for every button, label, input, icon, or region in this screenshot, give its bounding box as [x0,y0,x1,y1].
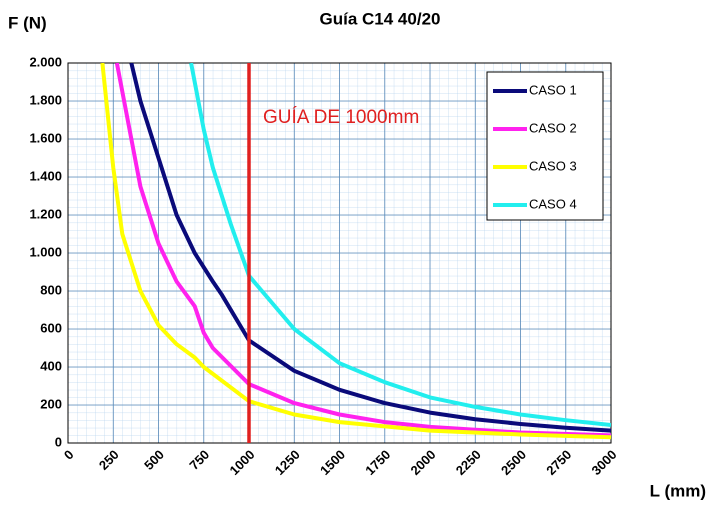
y-tick-label: 2.000 [29,54,62,69]
line-series [189,63,611,427]
y-tick-label: 0 [55,434,62,449]
legend-label: CASO 2 [529,120,577,135]
y-tick-label: 1.000 [29,244,62,259]
legend-label: CASO 1 [529,82,577,97]
x-tick-label: 1500 [317,447,348,478]
y-tick-label: 600 [40,320,62,335]
chart-title: Guía C14 40/20 [320,9,441,28]
y-tick-label: 1.400 [29,168,62,183]
legend-box [486,71,604,221]
x-tick-label: 1750 [362,447,393,478]
plot-lines [100,63,611,440]
y-tick-label: 1.600 [29,130,62,145]
y-tick-label: 400 [40,358,62,373]
x-tick-label: 2500 [498,447,529,478]
y-axis-label: F (N) [8,13,47,32]
line-series [100,63,611,440]
x-tick-label: 1000 [226,447,257,478]
x-axis-label: L (mm) [650,481,706,500]
plot-border [67,62,612,444]
annotation: GUÍA DE 1000mm [263,107,419,128]
y-tick-label: 1.200 [29,206,62,221]
x-tick-label: 1250 [272,447,303,478]
x-tick-label: 2750 [543,447,574,478]
line-series [114,63,611,438]
y-tick-label: 1.800 [29,92,62,107]
y-tick-label: 200 [40,396,62,411]
legend-label: CASO 4 [529,196,577,211]
x-tick-label: 0 [61,447,77,463]
line-series [129,63,611,433]
legend-label: CASO 3 [529,158,577,173]
x-tick-label: 750 [186,447,212,473]
y-tick-label: 800 [40,282,62,297]
x-tick-label: 2250 [453,447,484,478]
x-tick-label: 500 [141,447,167,473]
x-tick-label: 2000 [407,447,438,478]
x-tick-label: 250 [96,447,122,473]
x-tick-label: 3000 [588,447,619,478]
